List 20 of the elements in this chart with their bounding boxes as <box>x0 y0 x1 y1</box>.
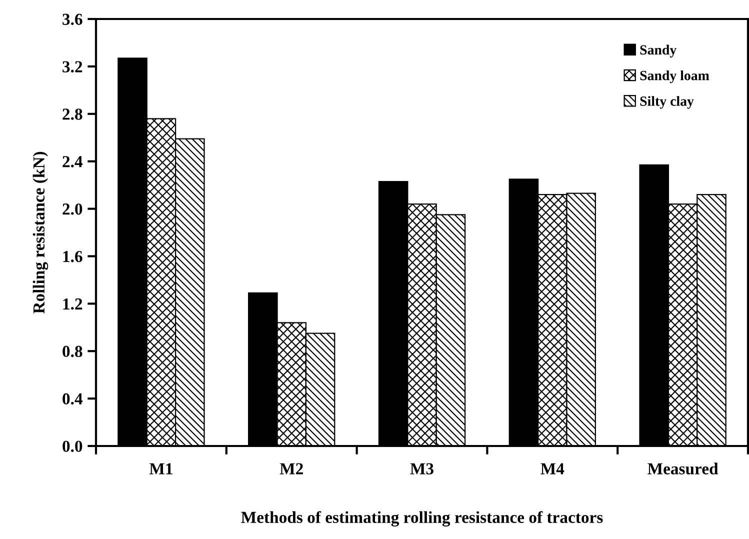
y-tick-label: 3.2 <box>62 61 82 72</box>
legend-label: Sandy loam <box>640 70 710 84</box>
y-tick-label: 1.2 <box>63 298 82 310</box>
y-tick-label: 2.4 <box>62 156 82 168</box>
x-tick-label: M2 <box>280 463 303 474</box>
x-tick-label: M1 <box>149 463 172 474</box>
x-tick-label: M4 <box>540 463 564 474</box>
y-tick-label: 3.6 <box>62 14 82 26</box>
legend-label: Sandy <box>640 44 676 58</box>
y-tick-label: 1.6 <box>63 250 82 262</box>
y-tick-label: 0.0 <box>62 440 82 452</box>
y-tick-label: 0.4 <box>62 393 82 405</box>
x-axis-title: Methods of estimating rolling resistance of tractors <box>241 511 603 527</box>
x-tick-label: Measured <box>648 462 718 474</box>
y-tick-label: 2.8 <box>62 108 82 120</box>
y-axis-title: Rolling resistance (kN) <box>32 152 48 314</box>
y-tick-label: 2.0 <box>62 203 82 215</box>
y-tick-label: 0.8 <box>62 346 82 358</box>
legend-label: Silty clay <box>640 96 694 109</box>
x-tick-label: M3 <box>410 463 434 474</box>
